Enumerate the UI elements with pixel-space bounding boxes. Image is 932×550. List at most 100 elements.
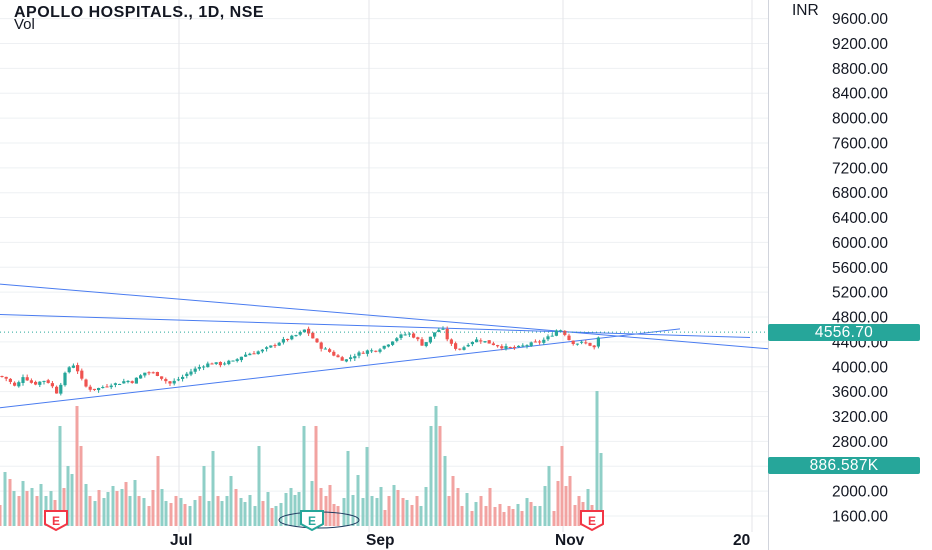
volume-bar xyxy=(438,426,442,526)
volume-bar xyxy=(474,502,478,526)
candle-body xyxy=(265,347,269,349)
volume-bars xyxy=(0,391,603,526)
trendlines[interactable] xyxy=(0,283,769,409)
candle-body xyxy=(168,381,172,384)
volume-bar xyxy=(147,506,151,526)
volume-bar xyxy=(520,511,524,526)
candle-body xyxy=(470,341,474,345)
candle-body xyxy=(336,355,340,358)
candle-body xyxy=(206,363,210,368)
candle-body xyxy=(454,343,458,349)
volume-bar xyxy=(133,480,137,526)
volume-bar xyxy=(35,496,39,526)
candle-body xyxy=(34,381,38,385)
candle-body xyxy=(575,343,579,345)
candle-body xyxy=(391,341,395,345)
candle-body xyxy=(466,344,470,347)
symbol-title[interactable]: APOLLO HOSPITALS., 1D, NSE xyxy=(14,4,265,21)
volume-bar xyxy=(451,476,455,526)
time-tick-label: Nov xyxy=(555,532,585,549)
candle-body xyxy=(403,334,407,336)
volume-bar xyxy=(293,495,297,526)
volume-bar xyxy=(484,506,488,526)
volume-bar xyxy=(261,501,265,526)
candle-body xyxy=(340,357,344,361)
volume-bar xyxy=(538,506,542,526)
candle-body xyxy=(596,337,600,347)
candle-body xyxy=(160,376,164,379)
volume-bar xyxy=(502,512,506,526)
price-tick-label: 8400.00 xyxy=(832,86,888,103)
candle-body xyxy=(529,342,533,347)
candle-body xyxy=(281,339,285,343)
volume-bar xyxy=(142,498,146,526)
price-tick-label: 8800.00 xyxy=(832,61,888,78)
candle-body xyxy=(538,341,542,343)
volume-bar xyxy=(493,507,497,526)
candle-body xyxy=(189,371,193,375)
candle-body xyxy=(59,384,63,394)
volume-bar xyxy=(270,508,274,526)
candle-body xyxy=(172,380,176,384)
candle-body xyxy=(550,335,554,337)
candle-body xyxy=(113,383,117,385)
candle-body xyxy=(273,345,277,347)
candle-body xyxy=(193,368,197,372)
volume-bar xyxy=(302,426,306,526)
time-tick-label: 20 xyxy=(733,532,750,549)
price-tick-label: 6400.00 xyxy=(832,210,888,227)
candle-body xyxy=(109,385,113,388)
candle-body xyxy=(176,379,180,381)
candle-body xyxy=(521,345,525,347)
candle-body xyxy=(63,372,67,386)
candle-body xyxy=(277,342,281,346)
volume-bar xyxy=(193,500,197,526)
volume-bar xyxy=(188,506,192,526)
last-price-badge: 4556.70 xyxy=(768,324,920,341)
volume-bar xyxy=(289,488,293,526)
candle-body xyxy=(441,328,445,330)
volume-bar xyxy=(356,475,360,526)
volume-bar xyxy=(156,456,160,526)
volume-bar xyxy=(164,501,168,526)
volume-bar xyxy=(410,505,414,526)
volume-bar xyxy=(351,495,355,526)
earnings-badge-label: E xyxy=(52,514,60,528)
volume-bar xyxy=(525,498,529,526)
volume-bar xyxy=(0,505,2,526)
volume-bar xyxy=(179,498,183,526)
candle-body xyxy=(365,350,369,354)
volume-bar xyxy=(586,489,590,526)
volume-bar xyxy=(120,489,124,526)
volume-bar xyxy=(279,503,283,526)
volume-bar xyxy=(198,496,202,526)
volume-bar xyxy=(220,501,224,526)
candle-body xyxy=(462,347,466,350)
candle-body xyxy=(399,334,403,338)
volume-bar xyxy=(106,492,110,526)
candle-body xyxy=(227,360,231,365)
candle-body xyxy=(118,383,122,385)
volume-bar xyxy=(319,488,323,526)
candle-body xyxy=(185,373,189,377)
candle-body xyxy=(445,329,449,340)
volume-bar xyxy=(370,496,374,526)
time-axis[interactable]: Jul Sep Nov 20 xyxy=(170,532,750,549)
volume-label[interactable]: Vol xyxy=(14,16,35,33)
candle-body xyxy=(483,341,487,343)
candle-body xyxy=(244,354,248,357)
volume-bar xyxy=(365,447,369,526)
volume-bar xyxy=(387,496,391,526)
candle-body xyxy=(235,359,239,362)
volume-bar xyxy=(216,496,220,526)
volume-bar xyxy=(529,502,533,526)
volume-bar xyxy=(49,491,53,526)
volume-bar xyxy=(396,490,400,526)
volume-bar xyxy=(137,496,141,526)
candle-body xyxy=(13,382,17,386)
price-axis[interactable]: INR 9600.00 9200.00 8800.00 8400.00 8000.00 76… xyxy=(792,2,888,526)
volume-bar xyxy=(456,488,460,526)
volume-bar xyxy=(39,484,43,526)
